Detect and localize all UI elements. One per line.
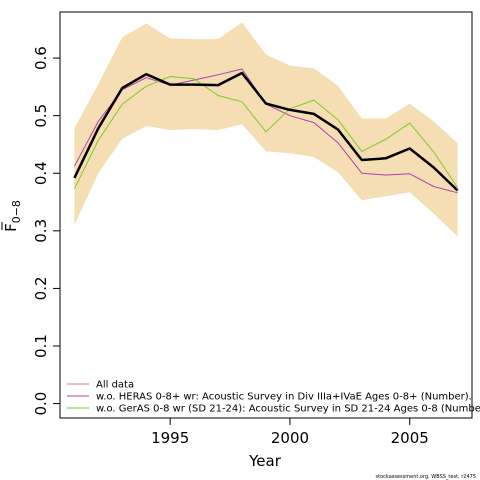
plot-frame [59,11,473,419]
y-tick-label-0.6: 0.6 [32,46,50,70]
x-axis-title: Year [248,452,282,470]
y-tick-label-0.3: 0.3 [32,219,50,243]
y-axis: 0.0 0.1 0.2 0.3 0.4 0.5 0.6 [32,46,60,416]
series-line-0 [73,71,459,192]
x-tick-label-1995: 1995 [151,429,189,447]
y-axis-title: F0−8 [1,200,23,232]
y-tick-label-0.5: 0.5 [32,104,50,128]
legend-label-0: All data [96,380,134,391]
series-layer [73,68,459,194]
legend-label-2: w.o. GerAS 0-8 wr (SD 21-24): Acoustic S… [96,404,480,415]
x-tick-label-2005: 2005 [391,429,429,447]
svg-text:F0−8: F0−8 [2,200,23,232]
y-tick-label-0.4: 0.4 [32,161,50,185]
y-tick-label-0.0: 0.0 [32,392,50,416]
legend-label-1: w.o. HERAS 0-8+ wr: Acoustic Survey in D… [96,392,472,403]
x-axis: 1995 2000 2005 [151,418,429,447]
y-tick-label-0.1: 0.1 [32,334,50,358]
y-axis-title-main: F [2,223,20,232]
confidence-band [74,22,458,237]
confidence-band-layer [74,22,458,237]
y-tick-label-0.2: 0.2 [32,276,50,300]
footer-credit: stockassessment.org, WBSS_test, r2475 [376,474,476,480]
series-line-2 [73,76,459,190]
x-tick-label-2000: 2000 [271,429,309,447]
y-axis-title-subscript: 0−8 [10,200,23,223]
